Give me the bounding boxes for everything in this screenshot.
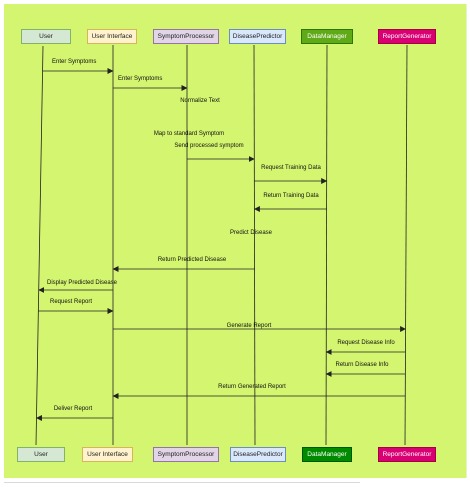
actor-bottom-label: User Interface — [87, 451, 128, 458]
message-label: Deliver Report — [53, 406, 93, 412]
actor-bottom-label: ReportGenerator — [382, 451, 432, 458]
message-label: Generate Report — [226, 323, 272, 329]
actor-top-label: DiseasePredictor — [232, 33, 283, 40]
message-label: Request Training Data — [261, 165, 321, 171]
message-label: Request Report — [49, 299, 93, 305]
actor-top-user-interface[interactable]: User Interface — [87, 29, 137, 44]
actor-top-reportgenerator[interactable]: ReportGenerator — [378, 29, 436, 44]
message-label: Return Generated Report — [218, 384, 286, 390]
actor-top-label: ReportGenerator — [382, 33, 432, 40]
actor-top-label: User Interface — [91, 33, 133, 40]
actor-top-user[interactable]: User — [21, 29, 71, 44]
message-label: Normalize Text — [180, 98, 220, 104]
actor-top-diseasepredictor[interactable]: DiseasePredictor — [229, 29, 286, 44]
actor-bottom-diseasepredictor[interactable]: DiseasePredictor — [230, 447, 286, 462]
actor-top-label: User — [39, 33, 53, 40]
message-label: Return Predicted Disease — [157, 257, 227, 263]
lifeline-reportgenerator — [404, 44, 408, 446]
actor-bottom-symptomprocessor[interactable]: SymptomProcessor — [153, 447, 219, 462]
actor-top-datamanager[interactable]: DataManager — [301, 29, 353, 44]
message-label: Map to standard Symptom — [153, 131, 225, 137]
lifeline-diseasepredictor — [253, 44, 256, 446]
message-label: Enter Symptoms — [118, 76, 163, 82]
actor-top-symptomprocessor[interactable]: SymptomProcessor — [153, 29, 219, 44]
horizontal-scrollbar[interactable] — [4, 482, 360, 483]
message-label: Return Disease Info — [335, 362, 389, 368]
message-label: Display Predicted Disease — [46, 280, 118, 286]
actor-top-label: SymptomProcessor — [157, 33, 215, 40]
actor-bottom-reportgenerator[interactable]: ReportGenerator — [378, 447, 436, 462]
message-label: Enter Symptoms — [52, 59, 97, 65]
message-label: Request Disease Info — [337, 340, 395, 346]
actor-bottom-label: User — [34, 451, 48, 458]
actor-bottom-datamanager[interactable]: DataManager — [302, 447, 352, 462]
lifeline-datamanager — [325, 44, 328, 446]
actor-bottom-label: DataManager — [307, 451, 347, 458]
diagram-canvas — [4, 4, 467, 478]
actor-bottom-label: DiseasePredictor — [233, 451, 283, 458]
message-label: Predict Disease — [229, 230, 273, 236]
bottom-strip — [0, 478, 470, 487]
message-label: Send processed symptom — [174, 143, 244, 149]
lifeline-user — [35, 45, 44, 446]
actor-bottom-user[interactable]: User — [17, 447, 65, 462]
message-label: Return Training Data — [263, 193, 319, 199]
actor-bottom-label: SymptomProcessor — [157, 451, 215, 458]
actor-top-label: DataManager — [307, 33, 347, 40]
actor-bottom-user-interface[interactable]: User Interface — [82, 447, 133, 462]
